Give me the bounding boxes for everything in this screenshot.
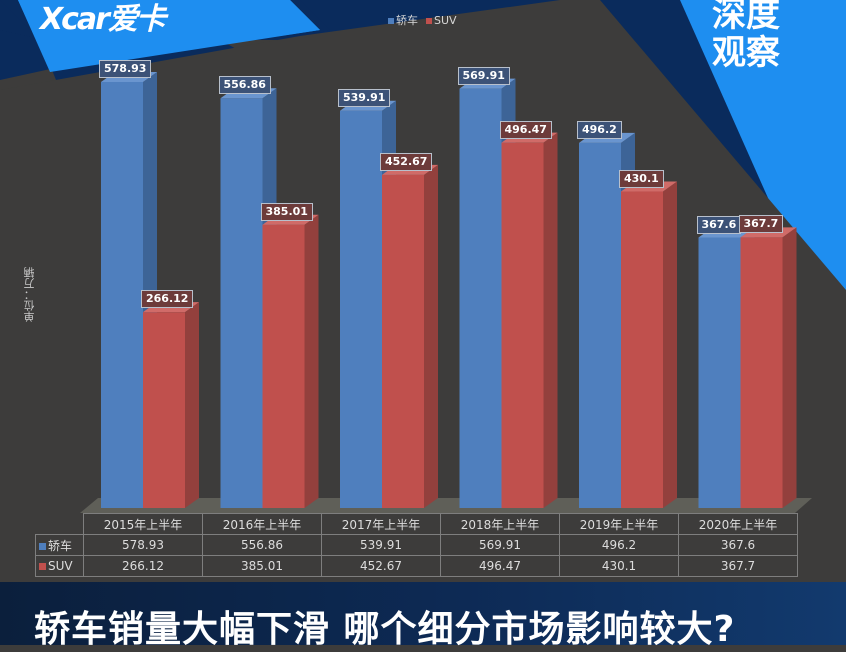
legend-swatch-suv — [426, 17, 432, 24]
row-label-suv: SUV — [35, 555, 84, 577]
table-cell: 569.91 — [440, 534, 560, 556]
data-label-sedan: 569.91 — [457, 66, 510, 85]
table-row: 轿车 578.93 556.86 539.91 569.91 496.2 367… — [35, 534, 798, 556]
legend-item-sedan: 轿车 — [388, 12, 418, 28]
xcar-logo: Xcar爱卡 — [40, 2, 166, 37]
bar-suv — [143, 302, 199, 508]
table-cell: 578.93 — [83, 534, 203, 556]
bar-suv — [262, 214, 319, 508]
table-corner — [35, 513, 84, 535]
table-header: 2018年上半年 — [440, 513, 560, 535]
table-cell: 556.86 — [202, 534, 322, 556]
deep-observation-badge: 深度 观察 — [712, 0, 780, 73]
legend-item-suv: SUV — [426, 14, 457, 27]
table-header: 2017年上半年 — [321, 513, 441, 535]
data-table: 2015年上半年 2016年上半年 2017年上半年 2018年上半年 2019… — [35, 513, 798, 577]
row-label-sedan: 轿车 — [35, 534, 84, 556]
data-label-sedan: 496.2 — [577, 120, 622, 139]
data-label-sedan: 539.91 — [338, 88, 391, 107]
table-cell: 430.1 — [559, 555, 679, 577]
bar-suv — [501, 132, 558, 509]
table-cell: 385.01 — [202, 555, 322, 577]
headline-banner: 轿车销量大幅下滑 哪个细分市场影响较大? — [0, 582, 846, 650]
data-label-suv: 430.1 — [619, 169, 664, 188]
swatch-icon — [39, 542, 46, 550]
data-label-suv: 266.12 — [141, 290, 194, 309]
table-header: 2015年上半年 — [83, 513, 203, 535]
headline: 轿车销量大幅下滑 哪个细分市场影响较大? — [34, 609, 736, 650]
bar-suv — [621, 181, 677, 508]
table-cell: 266.12 — [83, 555, 203, 577]
data-label-sedan: 578.93 — [99, 60, 152, 78]
table-cell: 367.6 — [678, 534, 798, 556]
bar-sedan — [220, 88, 277, 509]
table-header: 2019年上半年 — [559, 513, 679, 535]
table-row: SUV 266.12 385.01 452.67 496.47 430.1 36… — [35, 555, 798, 577]
chart-legend: 轿车 SUV — [388, 12, 457, 28]
table-header: 2016年上半年 — [202, 513, 322, 535]
table-header-row: 2015年上半年 2016年上半年 2017年上半年 2018年上半年 2019… — [35, 513, 798, 535]
table-cell: 496.47 — [440, 555, 560, 577]
bar-suv — [382, 164, 438, 508]
table-cell: 367.7 — [678, 555, 798, 577]
table-cell: 539.91 — [321, 534, 441, 556]
data-label-sedan: 556.86 — [218, 76, 271, 95]
data-label-sedan: 367.6 — [696, 215, 742, 234]
table-cell: 452.67 — [321, 555, 441, 577]
table-header: 2020年上半年 — [678, 513, 798, 535]
data-label-suv: 367.7 — [738, 215, 784, 234]
data-label-suv: 496.47 — [499, 120, 552, 139]
swatch-icon — [39, 563, 46, 570]
data-label-suv: 452.67 — [380, 152, 433, 171]
bar-suv — [740, 227, 797, 509]
legend-swatch-sedan — [388, 18, 394, 24]
table-cell: 496.2 — [559, 534, 679, 556]
data-label-suv: 385.01 — [260, 202, 313, 221]
